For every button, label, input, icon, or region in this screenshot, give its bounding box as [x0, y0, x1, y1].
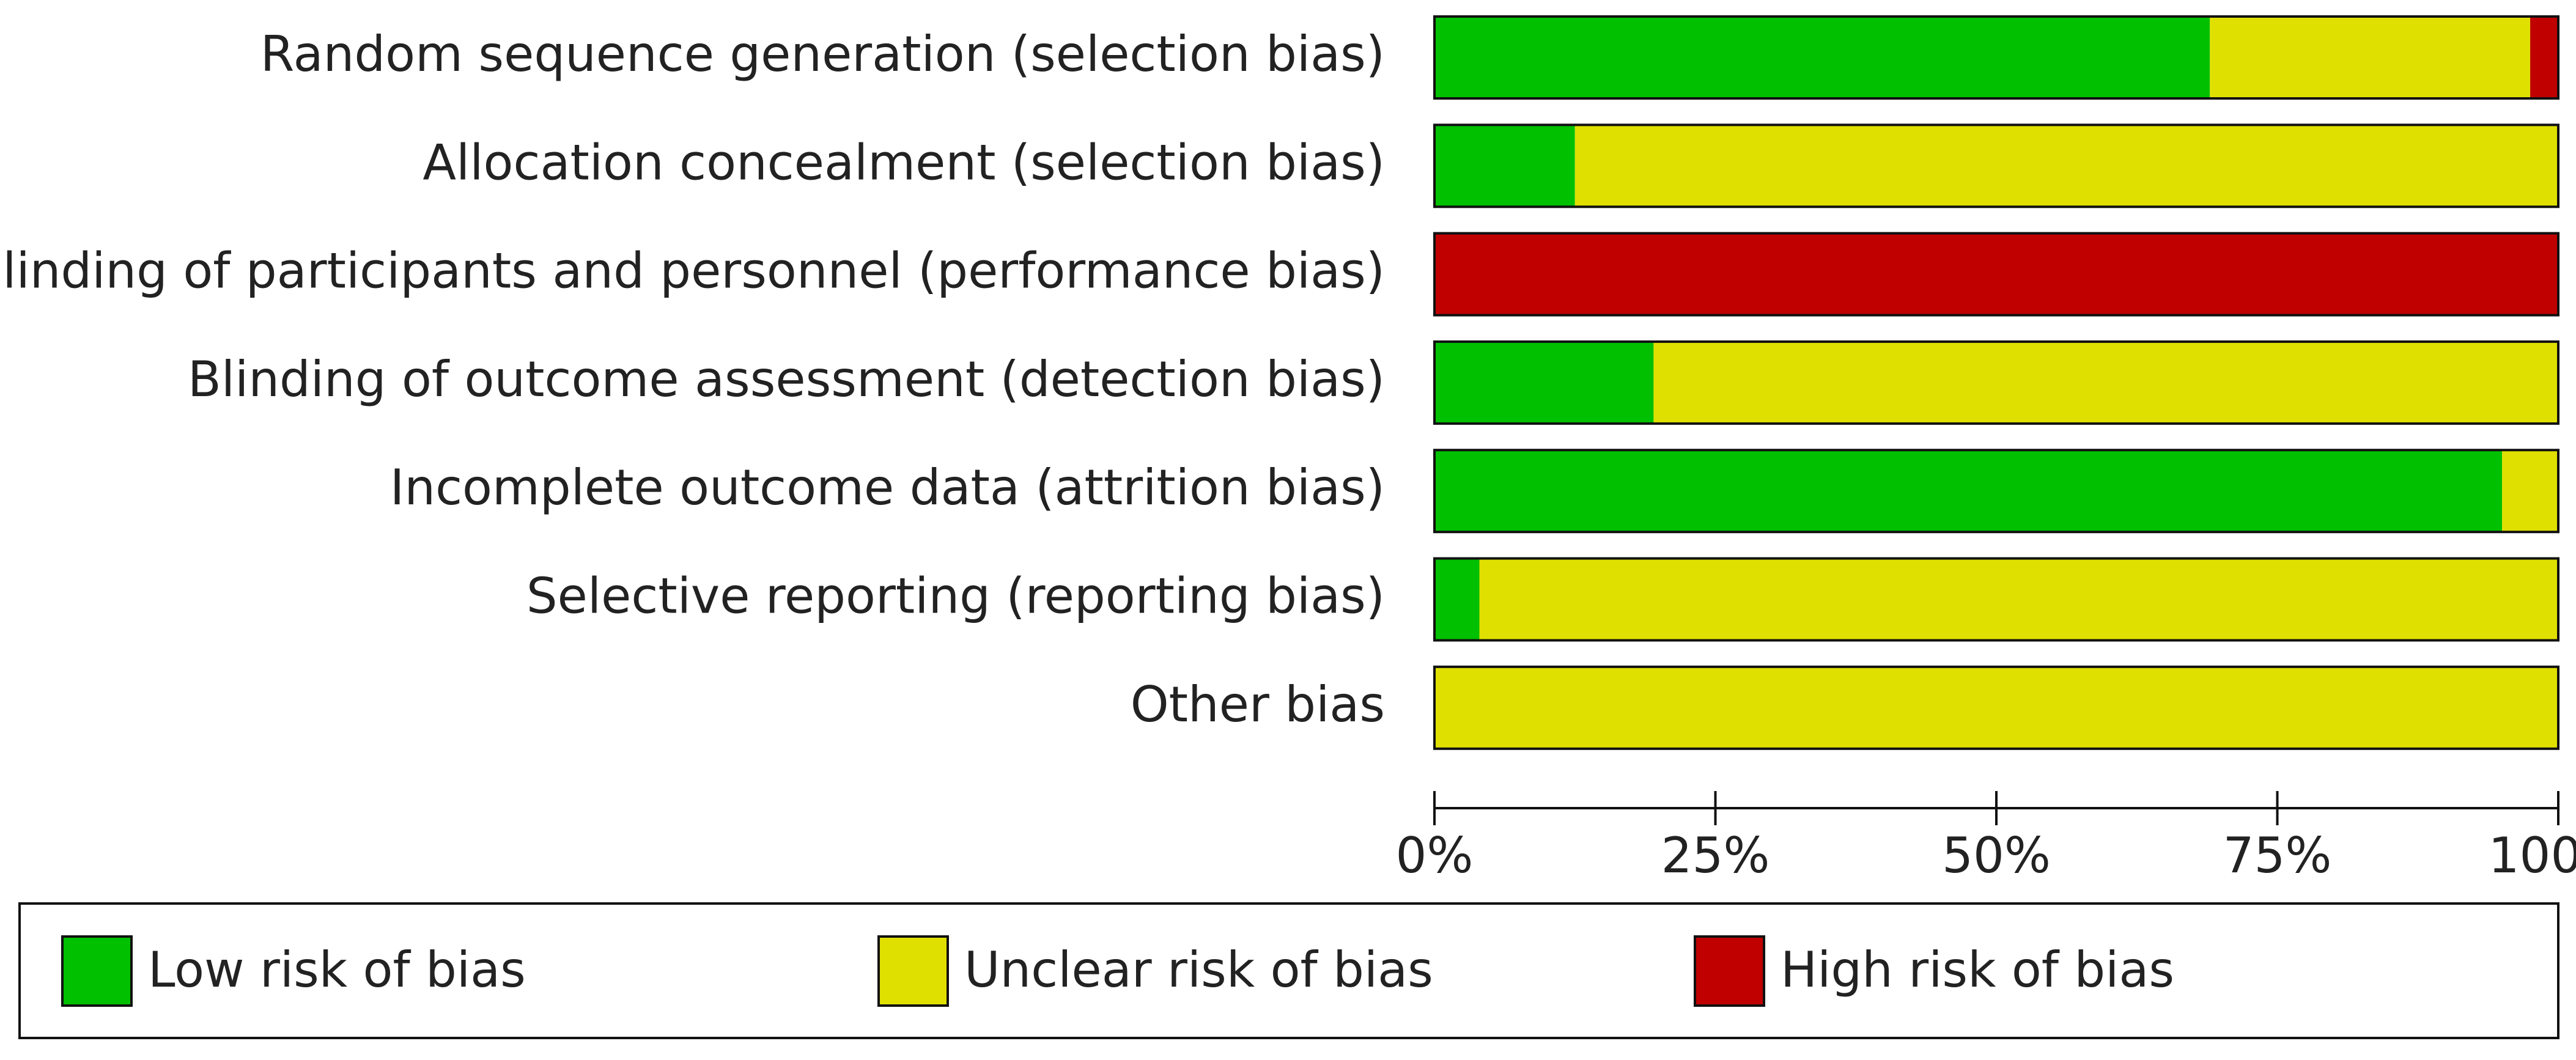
bar-outline	[1433, 15, 2559, 100]
legend-swatch	[1694, 935, 1765, 1007]
bar-segment	[1653, 341, 2558, 424]
bar-segment	[1479, 558, 2558, 641]
bar-outline	[1433, 340, 2559, 425]
bar-outline	[1433, 557, 2559, 642]
legend-label: High risk of bias	[1781, 941, 2174, 998]
bar-segment	[2210, 17, 2531, 98]
category-label: Other bias	[1131, 676, 1385, 733]
bar-segment	[1434, 17, 2210, 98]
legend-label: Low risk of bias	[148, 941, 526, 998]
bar-segment	[2502, 450, 2558, 532]
legend-box	[18, 902, 2559, 1039]
bar-segment	[1574, 125, 2558, 207]
bar-segment	[1434, 558, 1480, 641]
bar-outline	[1433, 232, 2559, 317]
bar-outline	[1433, 449, 2559, 534]
category-label: Allocation concealment (selection bias)	[423, 134, 1385, 191]
bar-segment	[1434, 233, 2558, 315]
x-tick-label: 0%	[1396, 827, 1474, 884]
bar-outline	[1433, 665, 2559, 750]
category-label: Incomplete outcome data (attrition bias)	[390, 459, 1385, 516]
x-tick-label: 50%	[1942, 827, 2051, 884]
category-label: Selective reporting (reporting bias)	[526, 567, 1385, 624]
category-label: Blinding of outcome assessment (detectio…	[188, 351, 1385, 408]
x-tick-label: 100%	[2489, 827, 2576, 884]
bar-segment	[1434, 450, 2503, 532]
bar-outline	[1433, 123, 2559, 208]
bar-segment	[1434, 666, 2558, 749]
bar-segment	[1434, 125, 1575, 207]
category-label: Random sequence generation (selection bi…	[260, 26, 1385, 83]
x-tick-label: 25%	[1661, 827, 1770, 884]
x-tick-label: 75%	[2223, 827, 2332, 884]
legend-swatch	[61, 935, 133, 1007]
bar-segment	[1434, 341, 1654, 424]
category-label: Blinding of participants and personnel (…	[0, 243, 1385, 300]
legend-label: Unclear risk of bias	[964, 941, 1433, 998]
bar-segment	[2530, 17, 2558, 98]
legend-swatch	[877, 935, 949, 1007]
